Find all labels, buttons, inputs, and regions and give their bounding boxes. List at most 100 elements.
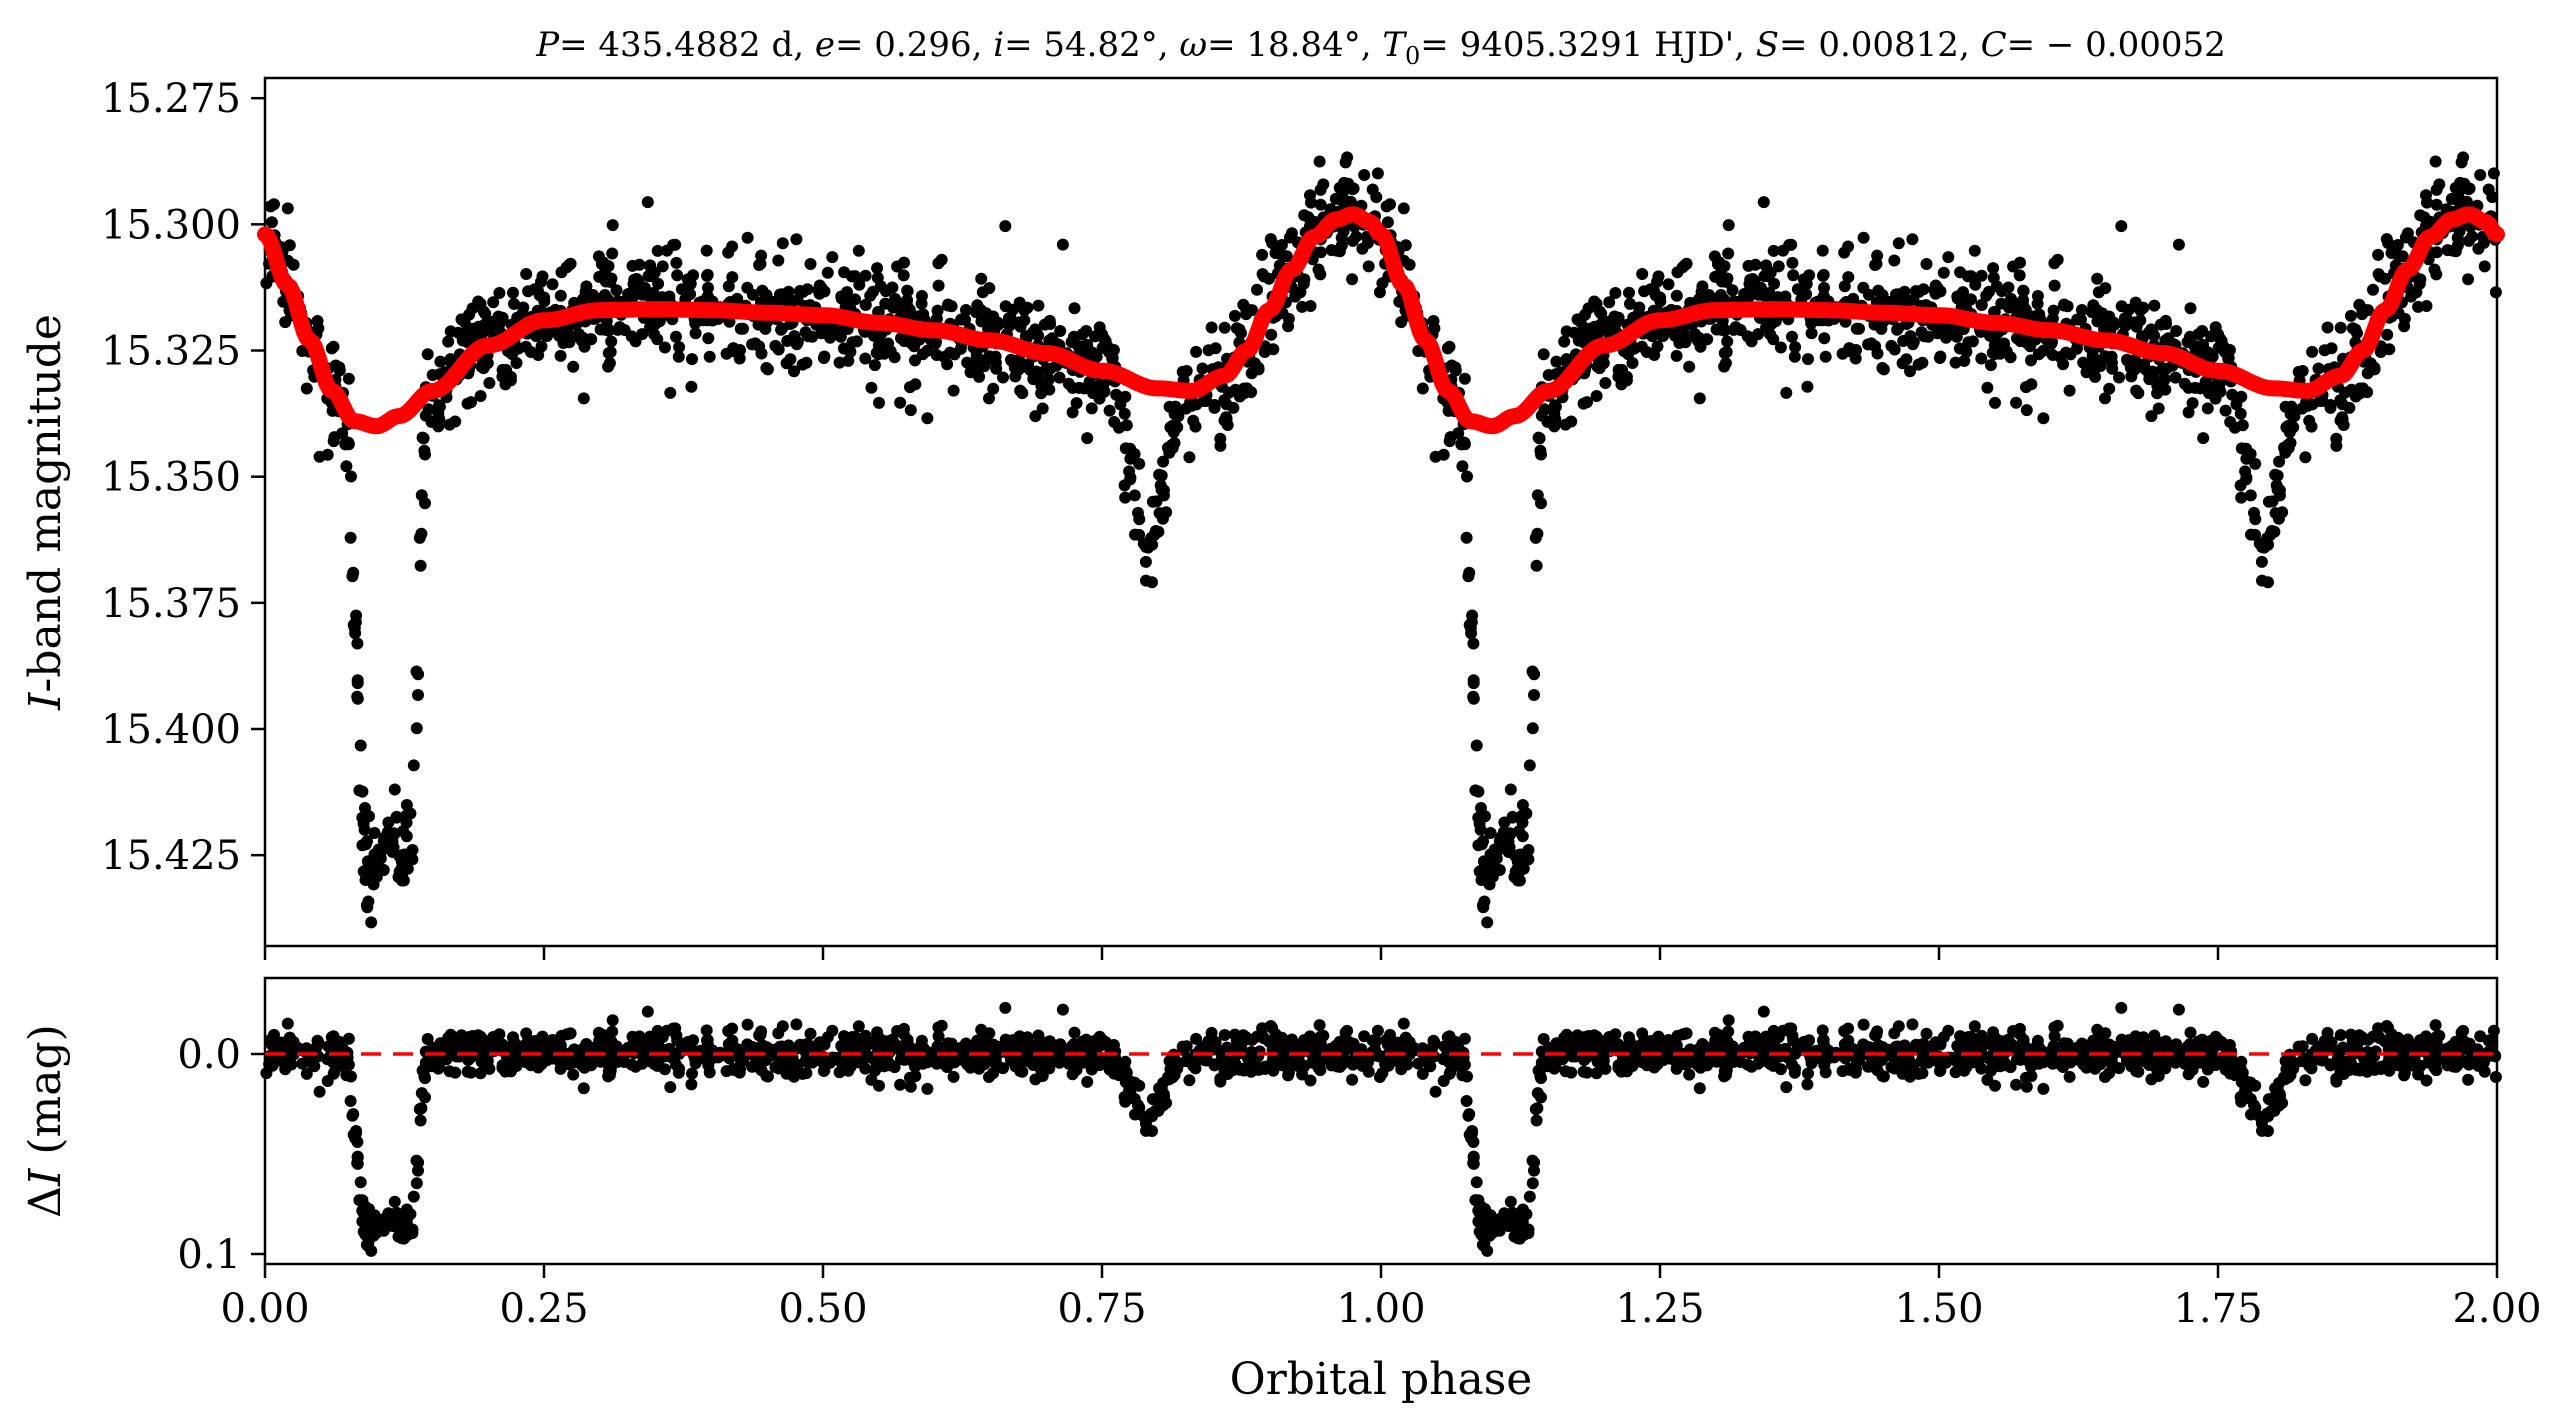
data-point — [873, 396, 885, 409]
data-point — [358, 823, 371, 836]
residual-point — [753, 1061, 766, 1074]
residual-point — [2240, 1079, 2253, 1092]
data-point — [1680, 257, 1693, 270]
data-point — [1624, 297, 1636, 310]
residual-point — [2314, 1053, 2326, 1066]
x-tick-label: 0.25 — [499, 1286, 588, 1332]
data-point — [826, 251, 839, 264]
data-point — [567, 360, 580, 373]
data-point — [1670, 349, 1683, 362]
residual-point — [1220, 1059, 1233, 1072]
residual-point — [921, 1056, 934, 1069]
data-point — [1475, 802, 1487, 814]
residual-point — [2245, 1108, 2257, 1121]
residual-point — [510, 1060, 523, 1072]
data-point — [1470, 739, 1483, 752]
residual-point — [2474, 1030, 2487, 1043]
residual-point — [701, 1034, 714, 1046]
residual-point — [1691, 1059, 1704, 1072]
data-point — [685, 380, 698, 393]
data-point — [486, 315, 499, 328]
residual-point — [1022, 1055, 1035, 1067]
data-point — [1005, 353, 1017, 366]
residual-point — [1722, 1014, 1735, 1027]
data-point — [361, 855, 374, 868]
residual-point — [605, 1035, 618, 1048]
data-point — [1506, 811, 1519, 824]
data-point — [1877, 363, 1890, 376]
data-point — [1208, 401, 1221, 414]
data-point — [898, 256, 910, 269]
residual-point — [1731, 1050, 1744, 1062]
residual-point — [661, 1024, 673, 1037]
data-point — [1209, 342, 1222, 355]
residual-point — [1506, 1207, 1519, 1219]
data-point — [1953, 342, 1966, 355]
data-point — [651, 244, 664, 257]
light-curve-y-axis: 15.27515.30015.32515.35015.37515.40015.4… — [101, 76, 265, 879]
data-point — [1312, 263, 1325, 276]
data-point — [859, 298, 872, 311]
residual-point — [2160, 1036, 2173, 1049]
residual-point — [1958, 1064, 1971, 1077]
data-point — [1502, 846, 1515, 858]
data-point — [2271, 469, 2284, 482]
data-point — [1333, 181, 1346, 194]
residual-point — [1140, 1124, 1152, 1137]
data-point — [871, 271, 884, 284]
data-point — [508, 297, 520, 310]
data-point — [1633, 301, 1646, 314]
data-point — [1302, 211, 1315, 224]
residual-point — [2324, 1059, 2337, 1072]
data-point — [1532, 431, 1545, 444]
residual-point — [1680, 1027, 1693, 1040]
data-point — [726, 271, 739, 284]
data-point — [2334, 414, 2347, 427]
residual-point — [2172, 1003, 2185, 1016]
data-point — [2283, 426, 2296, 439]
residual-point — [1476, 1238, 1489, 1251]
residual-point — [2025, 1070, 2038, 1083]
residual-point — [2182, 1068, 2195, 1081]
data-point — [2037, 412, 2050, 425]
data-point — [2151, 387, 2164, 400]
residual-point — [2091, 1040, 2104, 1053]
data-point — [2077, 356, 2090, 369]
residual-point — [413, 1103, 426, 1116]
data-point — [746, 288, 759, 301]
residual-point — [260, 1067, 273, 1080]
residual-point — [2077, 1058, 2090, 1071]
data-point — [1004, 312, 1017, 325]
data-point — [1458, 372, 1471, 385]
data-point — [1906, 233, 1919, 246]
residual-point — [2170, 1038, 2183, 1051]
data-point — [1314, 246, 1327, 259]
data-point — [2224, 416, 2237, 428]
residual-point — [1251, 1030, 1263, 1043]
data-point — [2372, 248, 2385, 261]
data-point — [821, 266, 834, 279]
residual-point — [2271, 1082, 2284, 1095]
data-point — [1317, 178, 1330, 191]
data-point — [983, 392, 995, 405]
data-point — [1087, 387, 1100, 400]
data-point — [2121, 353, 2133, 366]
residual-point — [2031, 1037, 2044, 1050]
residual-point — [2222, 1050, 2235, 1063]
data-point — [2091, 315, 2104, 328]
residual-point — [1054, 1038, 1067, 1051]
data-point — [1066, 406, 1079, 419]
data-point — [1565, 415, 1578, 428]
chart-title: P= 435.4882 d, e= 0.296, i= 54.82°, ω= 1… — [535, 25, 2226, 70]
residual-point — [1565, 1066, 1578, 1079]
data-point — [2201, 402, 2214, 415]
residual-point — [321, 1075, 334, 1087]
data-point — [702, 281, 714, 294]
data-point — [1741, 330, 1754, 343]
data-point — [2349, 323, 2362, 336]
data-point — [1892, 288, 1904, 301]
residual-point — [1764, 1033, 1777, 1046]
data-point — [1305, 196, 1317, 209]
data-point — [859, 269, 872, 282]
residual-point — [2063, 1070, 2076, 1083]
